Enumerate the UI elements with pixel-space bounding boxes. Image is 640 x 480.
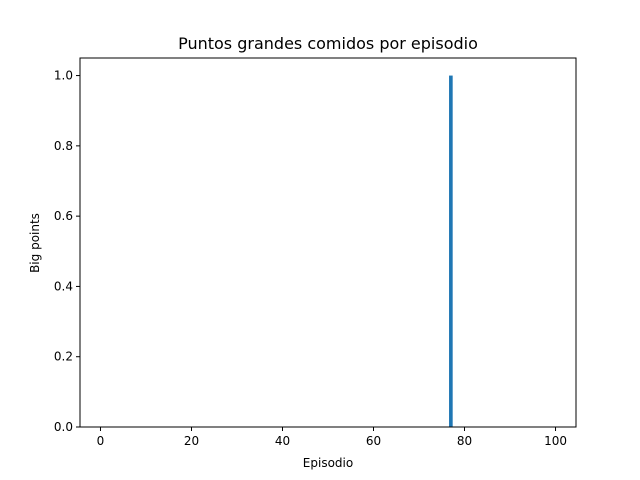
plot-area: 0 20 40 60 80 100 0.0 0.2 0.4 0.6 0.8 1.0 <box>54 57 577 448</box>
y-tick-label: 1.0 <box>54 69 73 83</box>
y-tick-label: 0.0 <box>54 420 73 434</box>
x-tick-label: 20 <box>184 434 199 448</box>
chart-title: Puntos grandes comidos por episodio <box>178 34 478 53</box>
x-tick-label: 0 <box>97 434 105 448</box>
y-tick-label: 0.8 <box>54 139 73 153</box>
x-tick-label: 80 <box>457 434 472 448</box>
y-tick-label: 0.2 <box>54 350 73 364</box>
y-axis-label: Big points <box>28 213 42 273</box>
x-tick-label: 40 <box>275 434 290 448</box>
y-tick-label: 0.4 <box>54 279 73 293</box>
x-axis-label: Episodio <box>303 456 353 470</box>
bar-episode-77 <box>449 75 453 428</box>
plot-frame <box>79 57 577 428</box>
y-tick-label: 0.6 <box>54 209 73 223</box>
x-tick-label: 100 <box>544 434 567 448</box>
x-tick-label: 60 <box>366 434 381 448</box>
